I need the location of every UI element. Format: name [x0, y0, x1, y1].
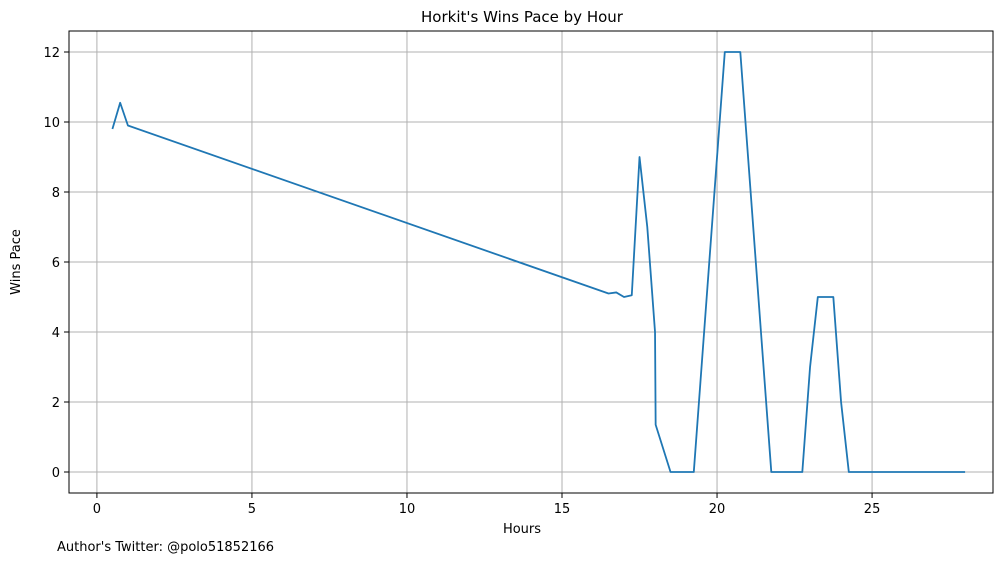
y-tick-label: 10: [43, 116, 60, 131]
y-tick-label: 8: [52, 186, 60, 201]
x-axis-label: Hours: [503, 522, 541, 537]
x-tick-label: 5: [248, 502, 256, 517]
y-axis-label: Wins Pace: [9, 229, 24, 295]
y-tick-label: 0: [52, 466, 60, 481]
wins-pace-series-line: [111, 51, 966, 473]
plot-frame: [68, 30, 994, 494]
grid: [69, 31, 993, 493]
y-tick-label: 4: [52, 326, 60, 341]
chart-title: Horkit's Wins Pace by Hour: [421, 8, 624, 26]
y-tick-label: 2: [52, 396, 60, 411]
x-tick-label: 0: [93, 502, 101, 517]
x-tick-label: 15: [554, 502, 571, 517]
x-tick-label: 10: [399, 502, 416, 517]
author-footnote: Author's Twitter: @polo51852166: [57, 540, 274, 555]
y-tick-label: 6: [52, 256, 60, 271]
axis-ticks: 0 5 10 15 20 25 0 2 4 6 8 10 12: [43, 46, 880, 517]
y-tick-label: 12: [43, 46, 60, 61]
x-tick-label: 20: [709, 502, 726, 517]
x-tick-label: 25: [864, 502, 881, 517]
series-layer: [111, 51, 966, 473]
